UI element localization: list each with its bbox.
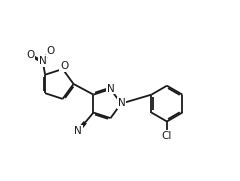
Text: N: N bbox=[118, 98, 126, 108]
Text: O: O bbox=[60, 61, 69, 71]
Text: N: N bbox=[39, 56, 47, 66]
Text: Cl: Cl bbox=[162, 131, 172, 141]
Text: O: O bbox=[26, 50, 35, 60]
Text: N: N bbox=[74, 126, 82, 136]
Text: N: N bbox=[107, 84, 114, 94]
Text: O: O bbox=[47, 46, 55, 56]
